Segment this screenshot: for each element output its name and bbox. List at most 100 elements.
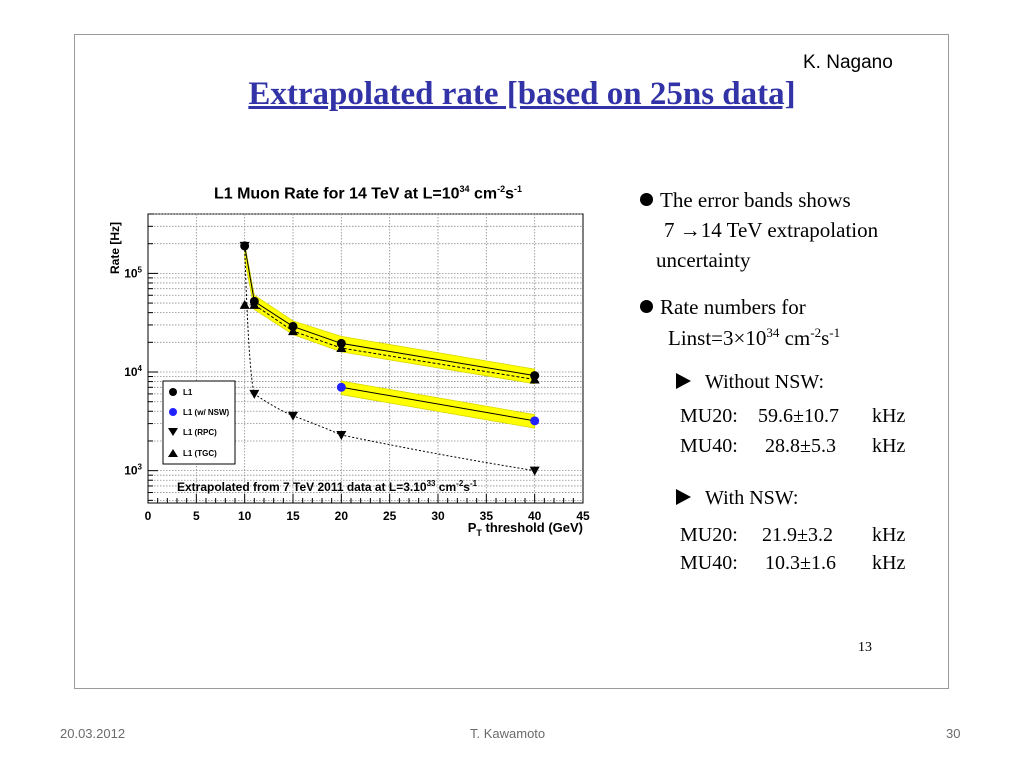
nsw-mu20-unit: kHz: [872, 524, 906, 546]
nsw-mu40-value: 10.3±1.6: [765, 552, 836, 575]
chart-annotation-text: Extrapolated from 7 TeV 2011 data at L=3…: [177, 480, 427, 494]
linst-unit-s-exp: -1: [829, 325, 841, 340]
without-nsw-heading: Without NSW:: [676, 371, 824, 394]
chart-title-unit2: s: [505, 185, 515, 203]
legend-marker-tgc: [168, 449, 178, 457]
marker-tgc: [336, 343, 347, 353]
with-nsw-row-mu40: MU40: 10.3±1.6 kHz: [680, 552, 905, 575]
mu20-label: MU20:: [680, 405, 738, 427]
x-axis-title: PT threshold (GeV): [468, 520, 583, 538]
bullet-dot-icon-2: [640, 300, 653, 313]
mu20-value-num: 59.6: [758, 405, 793, 427]
bullet-dot-icon: [640, 193, 653, 206]
legend-marker-l1-nsw: [169, 408, 177, 416]
marker-l1-nsw: [336, 382, 346, 392]
mu40-label: MU40:: [680, 435, 738, 457]
slide-title: Extrapolated rate [based on 25ns data]: [0, 76, 1024, 113]
chart-title-unit1: cm: [469, 185, 498, 203]
mu40-pm: ±: [800, 435, 811, 457]
chart-annotation-unit1: cm: [435, 480, 456, 494]
chart-title-unit1-exp: -2: [497, 184, 506, 194]
marker-tgc: [529, 374, 540, 384]
marker-rpc: [239, 241, 250, 251]
pointer-triangle-icon: [676, 373, 691, 389]
x-tick-label: 30: [431, 509, 445, 523]
bullet-error-bands-line1: The error bands shows: [660, 188, 851, 212]
series-markers: [239, 241, 540, 476]
without-nsw-row-mu20: MU20: 59.6±10.7 kHz: [680, 405, 905, 428]
axes: 0 5 10 15 20 25 30 35 40 45 103 104 105: [124, 213, 590, 523]
without-nsw-row-mu40: MU40: 28.8±5.3 kHz: [680, 435, 905, 458]
legend-label-l1-nsw: L1 (w/ NSW): [183, 408, 230, 417]
legend-marker-l1: [169, 388, 177, 396]
nsw-mu40-value-num: 10.3: [765, 552, 800, 574]
without-nsw-heading-text: Without NSW:: [705, 371, 825, 393]
linst-unit-cm-exp: -2: [810, 325, 822, 340]
nsw-mu20-err: 3.2: [807, 524, 833, 546]
mu40-value: 28.8±5.3: [765, 435, 836, 458]
right-arrow-icon: →: [679, 218, 701, 242]
mu40-value-num: 28.8: [765, 435, 800, 457]
nsw-mu20-pm: ±: [797, 524, 808, 546]
x-tick-label: 20: [335, 509, 349, 523]
inner-page-number: 13: [858, 640, 872, 655]
legend-box: [162, 380, 236, 465]
y-tick-label: 103: [124, 463, 142, 478]
chart-title: L1 Muon Rate for 14 TeV at L=1034 cm-2s-…: [148, 184, 588, 203]
x-tick-label: 5: [193, 509, 200, 523]
mu20-pm: ±: [793, 405, 804, 427]
legend-marker-rpc: [168, 428, 178, 436]
chart-title-exp: 34: [459, 184, 470, 194]
footer-date: 20.03.2012: [60, 726, 126, 741]
nsw-mu40-unit: kHz: [872, 552, 906, 574]
mu40-unit: kHz: [872, 435, 906, 457]
times-symbol: ×: [733, 326, 746, 350]
bullet-rate-numbers-line1: Rate numbers for: [660, 295, 806, 319]
linst-text: Linst=3: [668, 326, 734, 350]
footer-slide-number: 30: [946, 726, 961, 741]
marker-rpc: [249, 389, 260, 399]
chart-annotation-exp: 33: [427, 479, 436, 488]
y-tick-label: 104: [124, 364, 142, 379]
linst-unit-cm: cm: [784, 326, 811, 350]
footer-presenter: T. Kawamoto: [470, 726, 546, 741]
with-nsw-heading: With NSW:: [676, 487, 798, 510]
mu20-err: 10.7: [803, 405, 839, 427]
y-tick-label: 105: [124, 265, 142, 280]
marker-rpc: [336, 430, 347, 440]
bullet-rate-numbers: Rate numbers for: [640, 295, 806, 320]
line-l1-nsw: [341, 386, 535, 422]
bullet-line2-seven: 7: [664, 218, 675, 242]
linst-base: 10: [745, 326, 767, 350]
marker-rpc: [529, 466, 540, 476]
marker-l1-nsw: [530, 416, 540, 426]
x-tick-label: 25: [383, 509, 397, 523]
x-tick-label: 10: [238, 509, 252, 523]
nsw-mu20-value: 21.9±3.2: [762, 524, 833, 547]
with-nsw-heading-text: With NSW:: [705, 487, 799, 509]
bullet-rate-numbers-line2: Linst=3×1034 cm-2s-1: [668, 325, 840, 351]
legend-label-l1: L1: [183, 388, 193, 397]
author-label: K. Nagano: [803, 52, 893, 73]
with-nsw-row-mu20: MU20: 21.9±3.2 kHz: [680, 524, 905, 547]
nsw-mu40-label: MU40:: [680, 552, 738, 574]
chart-title-unit2-exp: -1: [514, 184, 523, 194]
bullet-error-bands-line3: uncertainty: [656, 248, 751, 272]
x-tick-label: 40: [528, 509, 542, 523]
x-axis-title-p: P: [468, 520, 477, 535]
chart-title-main: L1 Muon Rate for 14 TeV at L=10: [213, 185, 460, 203]
nsw-mu40-pm: ±: [800, 552, 811, 574]
chart-annotation-unit2: s: [463, 480, 470, 494]
chart-annotation-unit2-exp: -1: [470, 479, 478, 488]
mu20-value: 59.6±10.7: [758, 405, 839, 428]
x-tick-label: 15: [286, 509, 300, 523]
marker-tgc: [239, 299, 250, 309]
nsw-mu40-err: 1.6: [810, 552, 836, 574]
legend-label-rpc: L1 (RPC): [183, 428, 217, 437]
x-axis-title-rest: threshold (GeV): [482, 520, 583, 535]
chart-annotation: Extrapolated from 7 TeV 2011 data at L=3…: [177, 479, 478, 494]
x-tick-label: 45: [576, 509, 590, 523]
pointer-triangle-icon-2: [676, 489, 691, 505]
legend-label-tgc: L1 (TGC): [183, 449, 217, 458]
